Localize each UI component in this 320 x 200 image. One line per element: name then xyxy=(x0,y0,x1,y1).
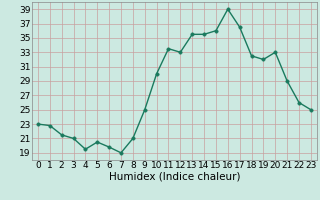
X-axis label: Humidex (Indice chaleur): Humidex (Indice chaleur) xyxy=(109,172,240,182)
